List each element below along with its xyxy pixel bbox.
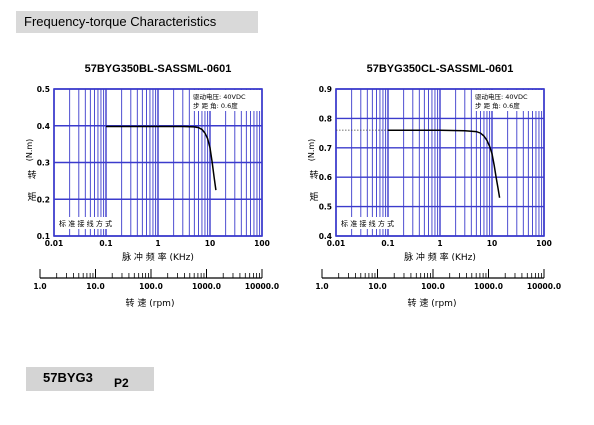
chart-title: 57BYG350BL-SASSML-0601 bbox=[84, 63, 232, 75]
y-axis-label-char: 矩 bbox=[27, 191, 36, 203]
torque-chart-2: 57BYG350CL-SASSML-0601 0.4 0.5 0.6 0.7 0.8 0.… bbox=[300, 60, 580, 320]
y-tick-label: 0.3 bbox=[37, 159, 50, 168]
annotation-text: 驱动电压: 40VDC bbox=[475, 92, 528, 101]
y-axis-label-char: 转 bbox=[309, 169, 318, 181]
x-axis-label: 脉 冲 频 率 (KHz) bbox=[122, 251, 194, 263]
rpm-tick-label: 1000.0 bbox=[474, 282, 503, 291]
y-tick-label: 0.4 bbox=[37, 122, 50, 131]
annotation-text: 步 距 角: 0.6度 bbox=[475, 101, 520, 110]
plot-frame bbox=[53, 88, 263, 237]
rpm-tick-label: 1.0 bbox=[315, 282, 328, 291]
chart-svg: 0.4 0.5 0.6 0.7 0.8 0.9 0.01 0.1 1 10 100 (N.m) 转矩脉 … bbox=[307, 85, 561, 309]
torque-curve bbox=[106, 125, 217, 191]
plot-frame bbox=[335, 88, 545, 237]
chart-svg: 0.10.20.30.40.50.01 0.1 1 10 100(N.m)转矩脉 冲 频… bbox=[25, 85, 279, 309]
y-tick-label: 0.6 bbox=[319, 173, 332, 182]
annotation-text: 步 距 角: 0.6度 bbox=[193, 101, 238, 110]
x-tick-label: 10 bbox=[205, 239, 215, 248]
y-tick-label: 0.1 bbox=[37, 232, 50, 241]
x-tick-label: 0.01 bbox=[327, 239, 346, 248]
x-tick-label: 100 bbox=[254, 239, 270, 248]
x-tick-label: 1 bbox=[437, 239, 442, 248]
model-label: 57BYG3 bbox=[43, 370, 93, 385]
x-axis-label: 脉 冲 频 率 (KHz) bbox=[404, 251, 476, 263]
rpm-tick-label: 1.0 bbox=[33, 282, 46, 291]
rpm-tick-label: 10000.0 bbox=[245, 282, 279, 291]
rpm-tick-label: 100.0 bbox=[421, 282, 445, 291]
y-tick-label: 0.5 bbox=[319, 203, 332, 212]
x-tick-label: 100 bbox=[536, 239, 552, 248]
grid bbox=[335, 88, 545, 237]
wiring-note-bg bbox=[338, 217, 400, 229]
y-axis-unit: (N.m) bbox=[25, 139, 34, 162]
rpm-tick-label: 1000.0 bbox=[192, 282, 221, 291]
page-title: Frequency-torque Characteristics bbox=[24, 14, 217, 29]
torque-chart-1: 57BYG350BL-SASSML-0601 0.1 0.2 0.3 0.4 0.5 0.… bbox=[18, 60, 298, 320]
wiring-note-text: 标 准 接 线 方 式 bbox=[59, 219, 112, 228]
annotation-box bbox=[191, 90, 261, 111]
y-tick-label: 0.4 bbox=[319, 232, 332, 241]
y-tick-label: 0.9 bbox=[319, 85, 332, 94]
rpm-tick-label: 10.0 bbox=[368, 282, 387, 291]
wiring-note: 标 准 接 线 方 式 bbox=[56, 217, 118, 229]
x-tick-label: 0.1 bbox=[381, 239, 394, 248]
wiring-note-bg bbox=[56, 217, 118, 229]
wiring-note: 标 准 接 线 方 式 bbox=[338, 217, 400, 229]
rpm-axis-label: 转 速 (rpm) bbox=[126, 297, 175, 309]
x-tick-label: 0.1 bbox=[99, 239, 112, 248]
chart-title: 57BYG350CL-SASSML-0601 bbox=[366, 63, 514, 75]
x-tick-label: 0.01 bbox=[45, 239, 64, 248]
torque-curve bbox=[388, 129, 501, 198]
grid bbox=[53, 88, 263, 237]
y-tick-label: 0.7 bbox=[319, 144, 332, 153]
y-axis-label-char: 转 bbox=[27, 169, 36, 181]
y-tick-label: 0.2 bbox=[37, 195, 50, 204]
y-axis-label-char: 矩 bbox=[309, 191, 318, 203]
page-number: P2 bbox=[114, 376, 129, 390]
y-axis-unit: (N.m) bbox=[307, 139, 316, 162]
annotation-box bbox=[473, 90, 543, 111]
x-tick-label: 1 bbox=[155, 239, 160, 248]
rpm-tick-label: 10000.0 bbox=[527, 282, 561, 291]
rpm-axis-label: 转 速 (rpm) bbox=[408, 297, 457, 309]
wiring-note-text: 标 准 接 线 方 式 bbox=[341, 219, 394, 228]
y-tick-label: 0.5 bbox=[37, 85, 50, 94]
header-bar: Frequency-torque Characteristics bbox=[16, 11, 258, 33]
annotation-text: 驱动电压: 40VDC bbox=[193, 92, 246, 101]
footer-bar: 57BYG3 P2 bbox=[26, 367, 154, 391]
rpm-tick-label: 10.0 bbox=[86, 282, 105, 291]
x-tick-label: 10 bbox=[487, 239, 497, 248]
rpm-tick-label: 100.0 bbox=[139, 282, 163, 291]
y-tick-label: 0.8 bbox=[319, 114, 332, 123]
